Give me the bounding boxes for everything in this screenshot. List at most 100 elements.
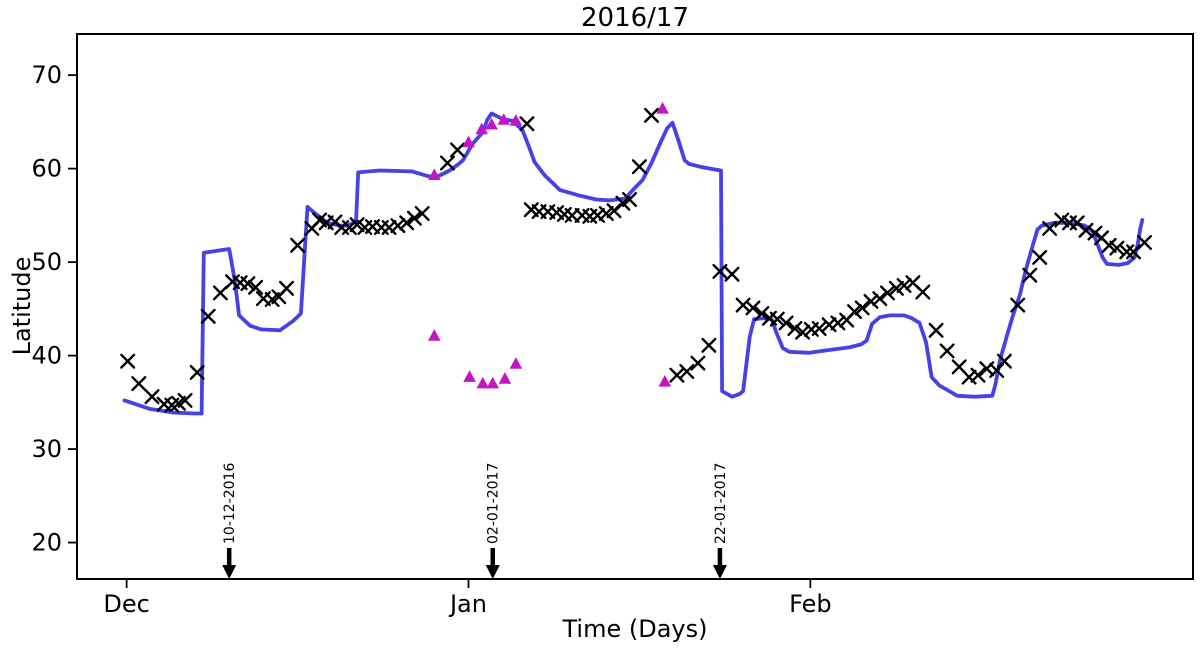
observation-x-marker bbox=[896, 278, 912, 293]
observation-x-marker bbox=[399, 215, 415, 231]
observation-x-marker bbox=[888, 280, 904, 296]
observation-x-marker bbox=[440, 155, 455, 171]
observation-x-marker bbox=[679, 364, 695, 379]
observation-x-marker bbox=[1087, 225, 1103, 241]
observation-x-marker bbox=[795, 324, 811, 340]
observation-x-marker bbox=[290, 237, 306, 253]
observation-x-marker bbox=[1109, 240, 1125, 256]
observation-x-marker bbox=[240, 276, 256, 292]
observation-x-marker bbox=[120, 353, 136, 369]
x-axis-label: Time (Days) bbox=[562, 615, 708, 643]
observation-x-marker bbox=[644, 107, 659, 123]
observation-x-marker bbox=[248, 279, 264, 295]
annotation-arrow-head bbox=[485, 565, 500, 579]
observation-x-marker bbox=[961, 369, 977, 385]
observation-x-marker bbox=[349, 217, 365, 233]
observation-x-marker bbox=[811, 321, 827, 336]
triangle-marker bbox=[475, 122, 488, 135]
annotation-label: 02-01-2017 bbox=[486, 463, 502, 544]
observation-x-marker bbox=[414, 206, 430, 221]
triangle-marker bbox=[658, 375, 672, 387]
observation-x-marker bbox=[1126, 244, 1141, 260]
observation-x-marker bbox=[872, 291, 888, 307]
observation-x-marker bbox=[177, 392, 193, 408]
observation-x-marker bbox=[769, 311, 785, 327]
observation-x-marker bbox=[928, 322, 944, 338]
observation-x-marker bbox=[669, 367, 685, 383]
observation-x-marker bbox=[590, 207, 605, 223]
annotation-label: 10-12-2016 bbox=[222, 463, 238, 544]
triangle-marker bbox=[486, 376, 499, 389]
y-tick-label: 70 bbox=[31, 61, 62, 89]
observation-x-marker bbox=[830, 315, 846, 331]
annotation-label: 22-01-2017 bbox=[713, 463, 729, 544]
observation-x-marker bbox=[847, 304, 862, 320]
observation-x-marker bbox=[200, 308, 216, 324]
axis-ticks: Dec Jan Feb 20 30 40 50 60 70 bbox=[31, 61, 831, 618]
y-axis-label: Latitude bbox=[8, 257, 36, 356]
x-tick-label: Feb bbox=[789, 590, 832, 618]
observation-markers bbox=[120, 107, 1152, 413]
triangle-markers bbox=[428, 102, 672, 389]
y-tick-label: 30 bbox=[31, 435, 62, 463]
x-tick-label: Jan bbox=[448, 590, 487, 618]
observation-x-marker bbox=[1032, 249, 1048, 265]
model-line bbox=[122, 111, 1145, 416]
triangle-marker bbox=[656, 102, 669, 114]
triangle-marker bbox=[509, 114, 523, 126]
observation-x-marker bbox=[712, 263, 728, 279]
observation-x-marker bbox=[131, 376, 147, 392]
annotation-arrow-head bbox=[222, 565, 237, 579]
observation-x-marker bbox=[970, 367, 986, 383]
observation-x-marker bbox=[724, 266, 740, 282]
triangle-marker bbox=[485, 117, 498, 130]
observation-x-marker bbox=[1022, 267, 1038, 283]
model-line-path bbox=[122, 111, 1145, 416]
chart-title: 2016/17 bbox=[581, 3, 689, 33]
date-annotations: 10-12-2016 02-01-2017 22-01-2017 bbox=[222, 463, 729, 579]
observation-x-marker bbox=[212, 285, 228, 301]
observation-x-marker bbox=[381, 220, 397, 235]
observation-x-marker bbox=[406, 210, 422, 226]
y-tick-label: 50 bbox=[31, 248, 62, 276]
observation-x-marker bbox=[787, 321, 803, 336]
triangle-marker bbox=[428, 168, 441, 180]
observation-x-marker bbox=[615, 195, 631, 211]
observation-x-marker bbox=[1078, 222, 1094, 238]
triangle-marker bbox=[509, 357, 523, 369]
observation-x-marker bbox=[144, 389, 160, 405]
triangle-marker bbox=[463, 370, 476, 382]
observation-x-marker bbox=[519, 116, 535, 132]
observation-x-marker bbox=[754, 306, 770, 321]
x-tick-label: Dec bbox=[103, 590, 149, 618]
triangle-marker bbox=[497, 113, 511, 125]
observation-x-marker bbox=[622, 192, 637, 207]
plot-frame bbox=[76, 33, 1194, 580]
triangle-marker bbox=[476, 376, 490, 389]
y-tick-label: 40 bbox=[31, 342, 62, 370]
observation-x-marker bbox=[341, 220, 357, 235]
observation-x-marker bbox=[735, 297, 751, 313]
annotation-arrow-head bbox=[712, 565, 727, 579]
observation-x-marker bbox=[915, 284, 931, 300]
observation-x-marker bbox=[598, 206, 614, 221]
observation-x-marker bbox=[450, 142, 465, 158]
observation-x-marker bbox=[631, 159, 647, 175]
observation-x-marker bbox=[1101, 237, 1117, 253]
observation-x-marker bbox=[279, 280, 294, 296]
observation-x-marker bbox=[939, 343, 955, 359]
observation-x-marker bbox=[996, 353, 1012, 369]
observation-x-marker bbox=[1054, 212, 1070, 228]
observation-x-marker bbox=[880, 285, 895, 301]
triangle-marker bbox=[428, 329, 441, 341]
observation-x-marker bbox=[1119, 244, 1135, 260]
observation-x-marker bbox=[690, 355, 706, 371]
observation-x-marker bbox=[189, 364, 205, 380]
observation-x-marker bbox=[863, 293, 879, 309]
observation-x-marker bbox=[1010, 297, 1026, 313]
observation-x-marker bbox=[701, 337, 717, 353]
observation-x-marker bbox=[1042, 220, 1058, 236]
observation-x-marker bbox=[1137, 235, 1152, 250]
